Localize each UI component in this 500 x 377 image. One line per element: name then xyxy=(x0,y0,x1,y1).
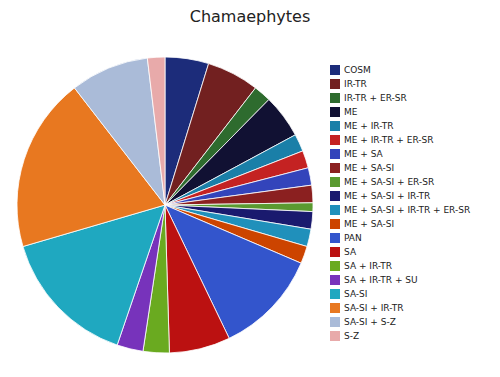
legend-item: IR-TR + ER-SR xyxy=(330,93,407,103)
legend-label: COSM xyxy=(344,65,371,75)
legend-label: S-Z xyxy=(344,331,359,341)
legend-item: SA + IR-TR xyxy=(330,261,392,271)
legend-item: ME + SA-SI + ER-SR xyxy=(330,177,434,187)
legend-swatch xyxy=(330,289,340,299)
legend-swatch xyxy=(330,303,340,313)
legend-item: ME + SA-SI + IR-TR + ER-SR xyxy=(330,205,470,215)
legend-label: IR-TR + ER-SR xyxy=(344,93,407,103)
chart: Chamaephytes COSM IR-TR IR-TR + ER-SR ME ME +… xyxy=(0,0,500,377)
legend-label: ME xyxy=(344,107,358,117)
legend-item: ME + SA-SI xyxy=(330,163,394,173)
legend-label: SA xyxy=(344,247,357,257)
legend-label: SA-SI + IR-TR xyxy=(344,303,403,313)
legend-label: ME + SA-SI + ER-SR xyxy=(344,177,434,187)
legend-item: ME + SA-SI xyxy=(330,219,394,229)
legend-item: SA-SI + IR-TR xyxy=(330,303,403,313)
legend-label: ME + SA xyxy=(344,149,384,159)
legend-swatch xyxy=(330,233,340,243)
legend-swatch xyxy=(330,107,340,117)
legend-item: IR-TR xyxy=(330,79,367,89)
legend-label: IR-TR xyxy=(344,79,367,89)
legend-swatch xyxy=(330,247,340,257)
legend-swatch xyxy=(330,275,340,285)
legend-swatch xyxy=(330,205,340,215)
legend-swatch xyxy=(330,149,340,159)
legend-label: ME + SA-SI + IR-TR xyxy=(344,191,430,201)
legend-label: ME + IR-TR xyxy=(344,121,393,131)
legend-swatch xyxy=(330,163,340,173)
legend-item: SA + IR-TR + SU xyxy=(330,275,418,285)
legend-item: ME + IR-TR xyxy=(330,121,393,131)
legend-label: PAN xyxy=(344,233,362,243)
legend-label: ME + SA-SI xyxy=(344,163,394,173)
legend-item: PAN xyxy=(330,233,362,243)
legend-swatch xyxy=(330,219,340,229)
legend-item: COSM xyxy=(330,65,371,75)
legend: COSM IR-TR IR-TR + ER-SR ME ME + IR-TR ME + I… xyxy=(330,65,470,341)
legend-swatch xyxy=(330,121,340,131)
legend-swatch xyxy=(330,79,340,89)
legend-swatch xyxy=(330,191,340,201)
legend-swatch xyxy=(330,261,340,271)
legend-label: ME + SA-SI xyxy=(344,219,394,229)
legend-label: SA + IR-TR xyxy=(344,261,392,271)
legend-label: ME + IR-TR + ER-SR xyxy=(344,135,433,145)
legend-item: ME xyxy=(330,107,358,117)
pie-slice xyxy=(165,185,313,205)
legend-item: SA-SI + S-Z xyxy=(330,317,396,327)
legend-label: SA-SI xyxy=(344,289,367,299)
legend-swatch xyxy=(330,331,340,341)
legend-item: SA-SI xyxy=(330,289,367,299)
legend-swatch xyxy=(330,317,340,327)
legend-swatch xyxy=(330,135,340,145)
legend-item: S-Z xyxy=(330,331,359,341)
legend-swatch xyxy=(330,93,340,103)
legend-label: SA-SI + S-Z xyxy=(344,317,396,327)
legend-label: ME + SA-SI + IR-TR + ER-SR xyxy=(344,205,470,215)
legend-swatch xyxy=(330,65,340,75)
pie-slice xyxy=(165,205,229,353)
pie xyxy=(17,57,313,353)
legend-item: ME + SA xyxy=(330,149,384,159)
pie-slice xyxy=(147,57,165,205)
legend-swatch xyxy=(330,177,340,187)
legend-label: SA + IR-TR + SU xyxy=(344,275,418,285)
title: Chamaephytes xyxy=(190,7,311,26)
legend-item: ME + IR-TR + ER-SR xyxy=(330,135,433,145)
legend-item: ME + SA-SI + IR-TR xyxy=(330,191,430,201)
legend-item: SA xyxy=(330,247,357,257)
